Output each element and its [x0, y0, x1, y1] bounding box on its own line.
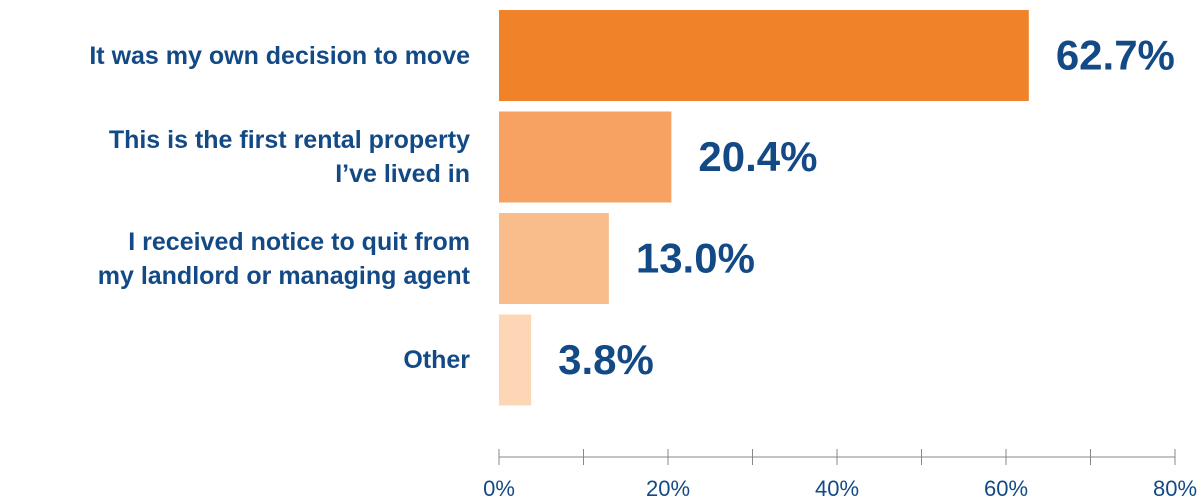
category-label: It was my own decision to move: [89, 41, 470, 70]
x-tick-label: 40%: [815, 476, 859, 500]
x-tick-label: 60%: [984, 476, 1028, 500]
bar: [499, 213, 609, 304]
value-label: 20.4%: [698, 133, 817, 180]
bar: [499, 10, 1029, 101]
value-label: 3.8%: [558, 336, 654, 383]
x-tick-label: 80%: [1153, 476, 1197, 500]
bar: [499, 314, 532, 406]
value-label: 62.7%: [1056, 32, 1175, 79]
bar: [499, 111, 672, 203]
x-tick-label: 0%: [483, 476, 515, 500]
category-label: I received notice to quit from my landlo…: [97, 227, 470, 290]
category-label: This is the first rental property I’ve l…: [108, 126, 470, 188]
x-tick-label: 20%: [646, 476, 690, 500]
value-label: 13.0%: [636, 235, 755, 282]
category-label: Other: [403, 346, 470, 374]
